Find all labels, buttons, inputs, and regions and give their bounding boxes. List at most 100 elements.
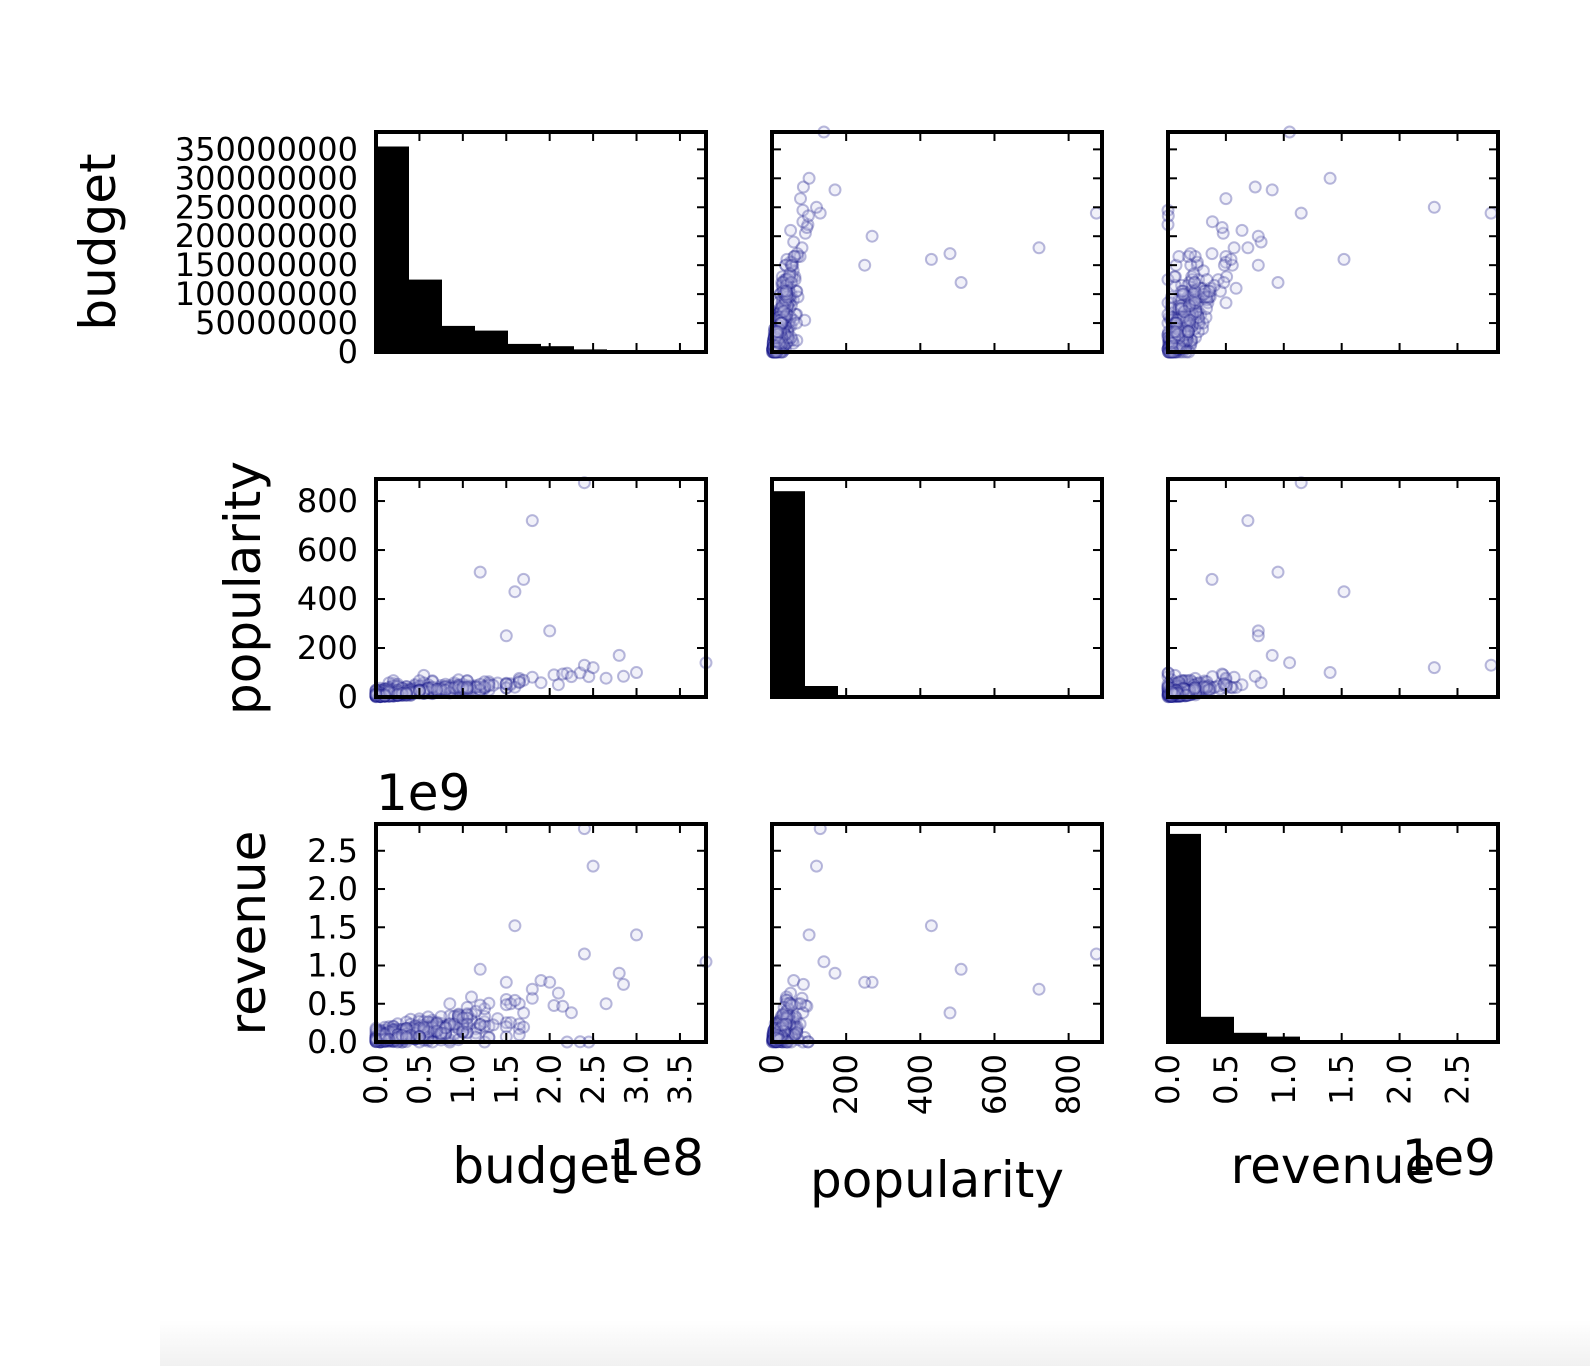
- scatter-point-budget-vs-popularity: [776, 299, 790, 313]
- scatter-point-budget-vs-popularity: [772, 336, 786, 350]
- scatter-point-budget-vs-popularity: [775, 322, 789, 336]
- scatter-point-popularity-vs-revenue: [1427, 661, 1441, 675]
- scatter-point-budget-vs-popularity: [779, 284, 793, 298]
- scatter-point-budget-vs-popularity: [773, 325, 787, 339]
- scatter-point-budget-vs-revenue: [1169, 333, 1183, 347]
- scatter-point-budget-vs-popularity: [782, 316, 795, 330]
- panel-frame-popularity-popularity: [770, 477, 1104, 699]
- scatter-point-budget-vs-popularity: [776, 333, 790, 347]
- scatter-point-revenue-vs-budget: [564, 1006, 578, 1020]
- scatter-point-budget-vs-revenue: [1188, 276, 1201, 289]
- scatter-point-budget-vs-popularity: [780, 307, 794, 321]
- scatter-point-budget-vs-revenue: [1251, 258, 1265, 272]
- scatter-point-budget-vs-revenue: [1174, 336, 1188, 350]
- scatter-point-budget-vs-popularity: [798, 226, 812, 240]
- scatter-point-budget-vs-popularity: [924, 252, 938, 266]
- scatter-point-popularity-vs-budget: [534, 676, 548, 690]
- scatter-point-popularity-vs-budget: [473, 677, 487, 691]
- scatter-point-budget-vs-popularity: [783, 255, 797, 269]
- scatter-point-budget-vs-revenue: [1184, 247, 1197, 261]
- scatter-point-budget-vs-popularity: [796, 180, 810, 194]
- y-axis-label-popularity: popularity: [214, 461, 272, 715]
- scatter-point-budget-vs-popularity: [788, 273, 802, 287]
- scatter-point-revenue-vs-budget: [512, 1028, 526, 1042]
- scatter-point-budget-vs-popularity: [776, 331, 790, 344]
- scatter-point-budget-vs-popularity: [775, 331, 789, 344]
- scatter-point-budget-vs-popularity: [781, 325, 795, 339]
- scatter-point-budget-vs-revenue: [1202, 284, 1216, 298]
- scatter-point-popularity-vs-budget: [599, 671, 613, 685]
- y-tick-label-budget: 350000000: [175, 130, 358, 168]
- scatter-point-revenue-vs-budget: [473, 1018, 487, 1031]
- scatter-point-budget-vs-popularity: [781, 299, 795, 313]
- scatter-point-popularity-vs-revenue: [1241, 514, 1255, 528]
- scatter-point-budget-vs-popularity: [777, 290, 791, 304]
- scatter-point-budget-vs-popularity: [781, 290, 795, 304]
- scatter-point-budget-vs-revenue: [1181, 322, 1195, 336]
- panel-frames-layer: [374, 130, 1500, 1044]
- scatter-point-budget-vs-popularity: [780, 331, 794, 344]
- offset-label-revenue-y: 1e9: [376, 764, 470, 822]
- scatter-point-budget-vs-revenue: [1172, 250, 1186, 263]
- scatter-point-budget-vs-popularity: [775, 333, 789, 347]
- scatter-point-popularity-vs-revenue: [1202, 683, 1216, 697]
- scatter-point-budget-vs-revenue: [1177, 319, 1191, 333]
- scatter-point-budget-vs-revenue: [1484, 206, 1498, 220]
- scatter-point-popularity-vs-revenue: [1271, 565, 1285, 579]
- scatter-point-revenue-vs-budget: [612, 966, 626, 980]
- scatter-point-budget-vs-revenue: [1227, 241, 1241, 255]
- scatter-point-revenue-vs-budget: [525, 982, 539, 996]
- offset-label-budget-x: 1e8: [610, 1129, 704, 1187]
- scatter-point-budget-vs-revenue: [1191, 290, 1205, 304]
- histogram-bar-budget: [475, 330, 508, 352]
- y-axis-label-revenue: revenue: [219, 831, 277, 1036]
- scatter-point-budget-vs-popularity: [781, 333, 795, 347]
- scatter-point-budget-vs-revenue: [1216, 226, 1230, 240]
- scatter-point-popularity-vs-revenue: [1217, 677, 1231, 691]
- scatter-point-budget-vs-popularity: [779, 293, 793, 307]
- scatter-point-budget-vs-popularity: [776, 302, 790, 316]
- scatter-point-budget-vs-popularity: [784, 276, 798, 289]
- scatter-point-budget-vs-popularity: [782, 319, 796, 333]
- y-tick-label-revenue: 0.5: [307, 985, 358, 1023]
- scatter-point-revenue-vs-budget: [551, 986, 565, 1000]
- scatter-point-budget-vs-popularity: [781, 276, 795, 289]
- scatter-point-budget-vs-popularity: [783, 302, 796, 316]
- scatter-point-budget-vs-popularity: [773, 325, 787, 339]
- scatter-point-budget-vs-popularity: [780, 293, 794, 307]
- scatter-point-revenue-vs-popularity: [954, 962, 968, 976]
- scatter-point-budget-vs-popularity: [778, 273, 792, 287]
- scatter-point-budget-vs-popularity: [786, 293, 800, 307]
- y-tick-label-revenue: 0.0: [307, 1023, 358, 1061]
- scatter-point-budget-vs-popularity: [783, 290, 797, 304]
- scatter-point-budget-vs-popularity: [776, 328, 790, 342]
- scatter-point-budget-vs-revenue: [1173, 331, 1187, 344]
- scatter-point-budget-vs-popularity: [780, 281, 793, 295]
- scatter-point-budget-vs-popularity: [779, 310, 793, 324]
- scatter-point-budget-vs-popularity: [773, 328, 787, 342]
- x-tick-label-revenue: 1.5: [1323, 1054, 1361, 1105]
- scatter-point-budget-vs-popularity: [787, 235, 801, 249]
- scatter-point-budget-vs-revenue: [1181, 305, 1195, 318]
- scatter-point-budget-vs-popularity: [774, 325, 787, 339]
- scatter-point-popularity-vs-revenue: [1205, 572, 1219, 586]
- scatter-point-budget-vs-popularity: [828, 183, 842, 197]
- scatter-point-budget-vs-popularity: [774, 305, 788, 318]
- scatter-point-budget-vs-popularity: [773, 333, 787, 347]
- x-tick-label-budget: 1.0: [444, 1054, 482, 1105]
- scatter-point-popularity-vs-budget: [612, 648, 626, 662]
- scatter-point-budget-vs-revenue: [1323, 171, 1337, 185]
- scatter-point-budget-vs-revenue: [1219, 255, 1233, 269]
- scatter-point-budget-vs-popularity: [780, 252, 794, 266]
- scatter-point-budget-vs-popularity: [777, 310, 791, 324]
- scatter-point-budget-vs-revenue: [1180, 316, 1194, 330]
- scatter-point-budget-vs-popularity: [773, 325, 787, 339]
- x-tick-label-revenue: 1.0: [1265, 1054, 1303, 1105]
- scatter-point-budget-vs-popularity: [780, 290, 794, 304]
- scatter-point-budget-vs-revenue: [1174, 293, 1188, 307]
- scatter-point-budget-vs-popularity: [774, 333, 788, 347]
- scatter-point-budget-vs-revenue: [1186, 307, 1200, 321]
- scatter-point-budget-vs-popularity: [787, 250, 801, 263]
- scatter-point-budget-vs-revenue: [1177, 319, 1190, 333]
